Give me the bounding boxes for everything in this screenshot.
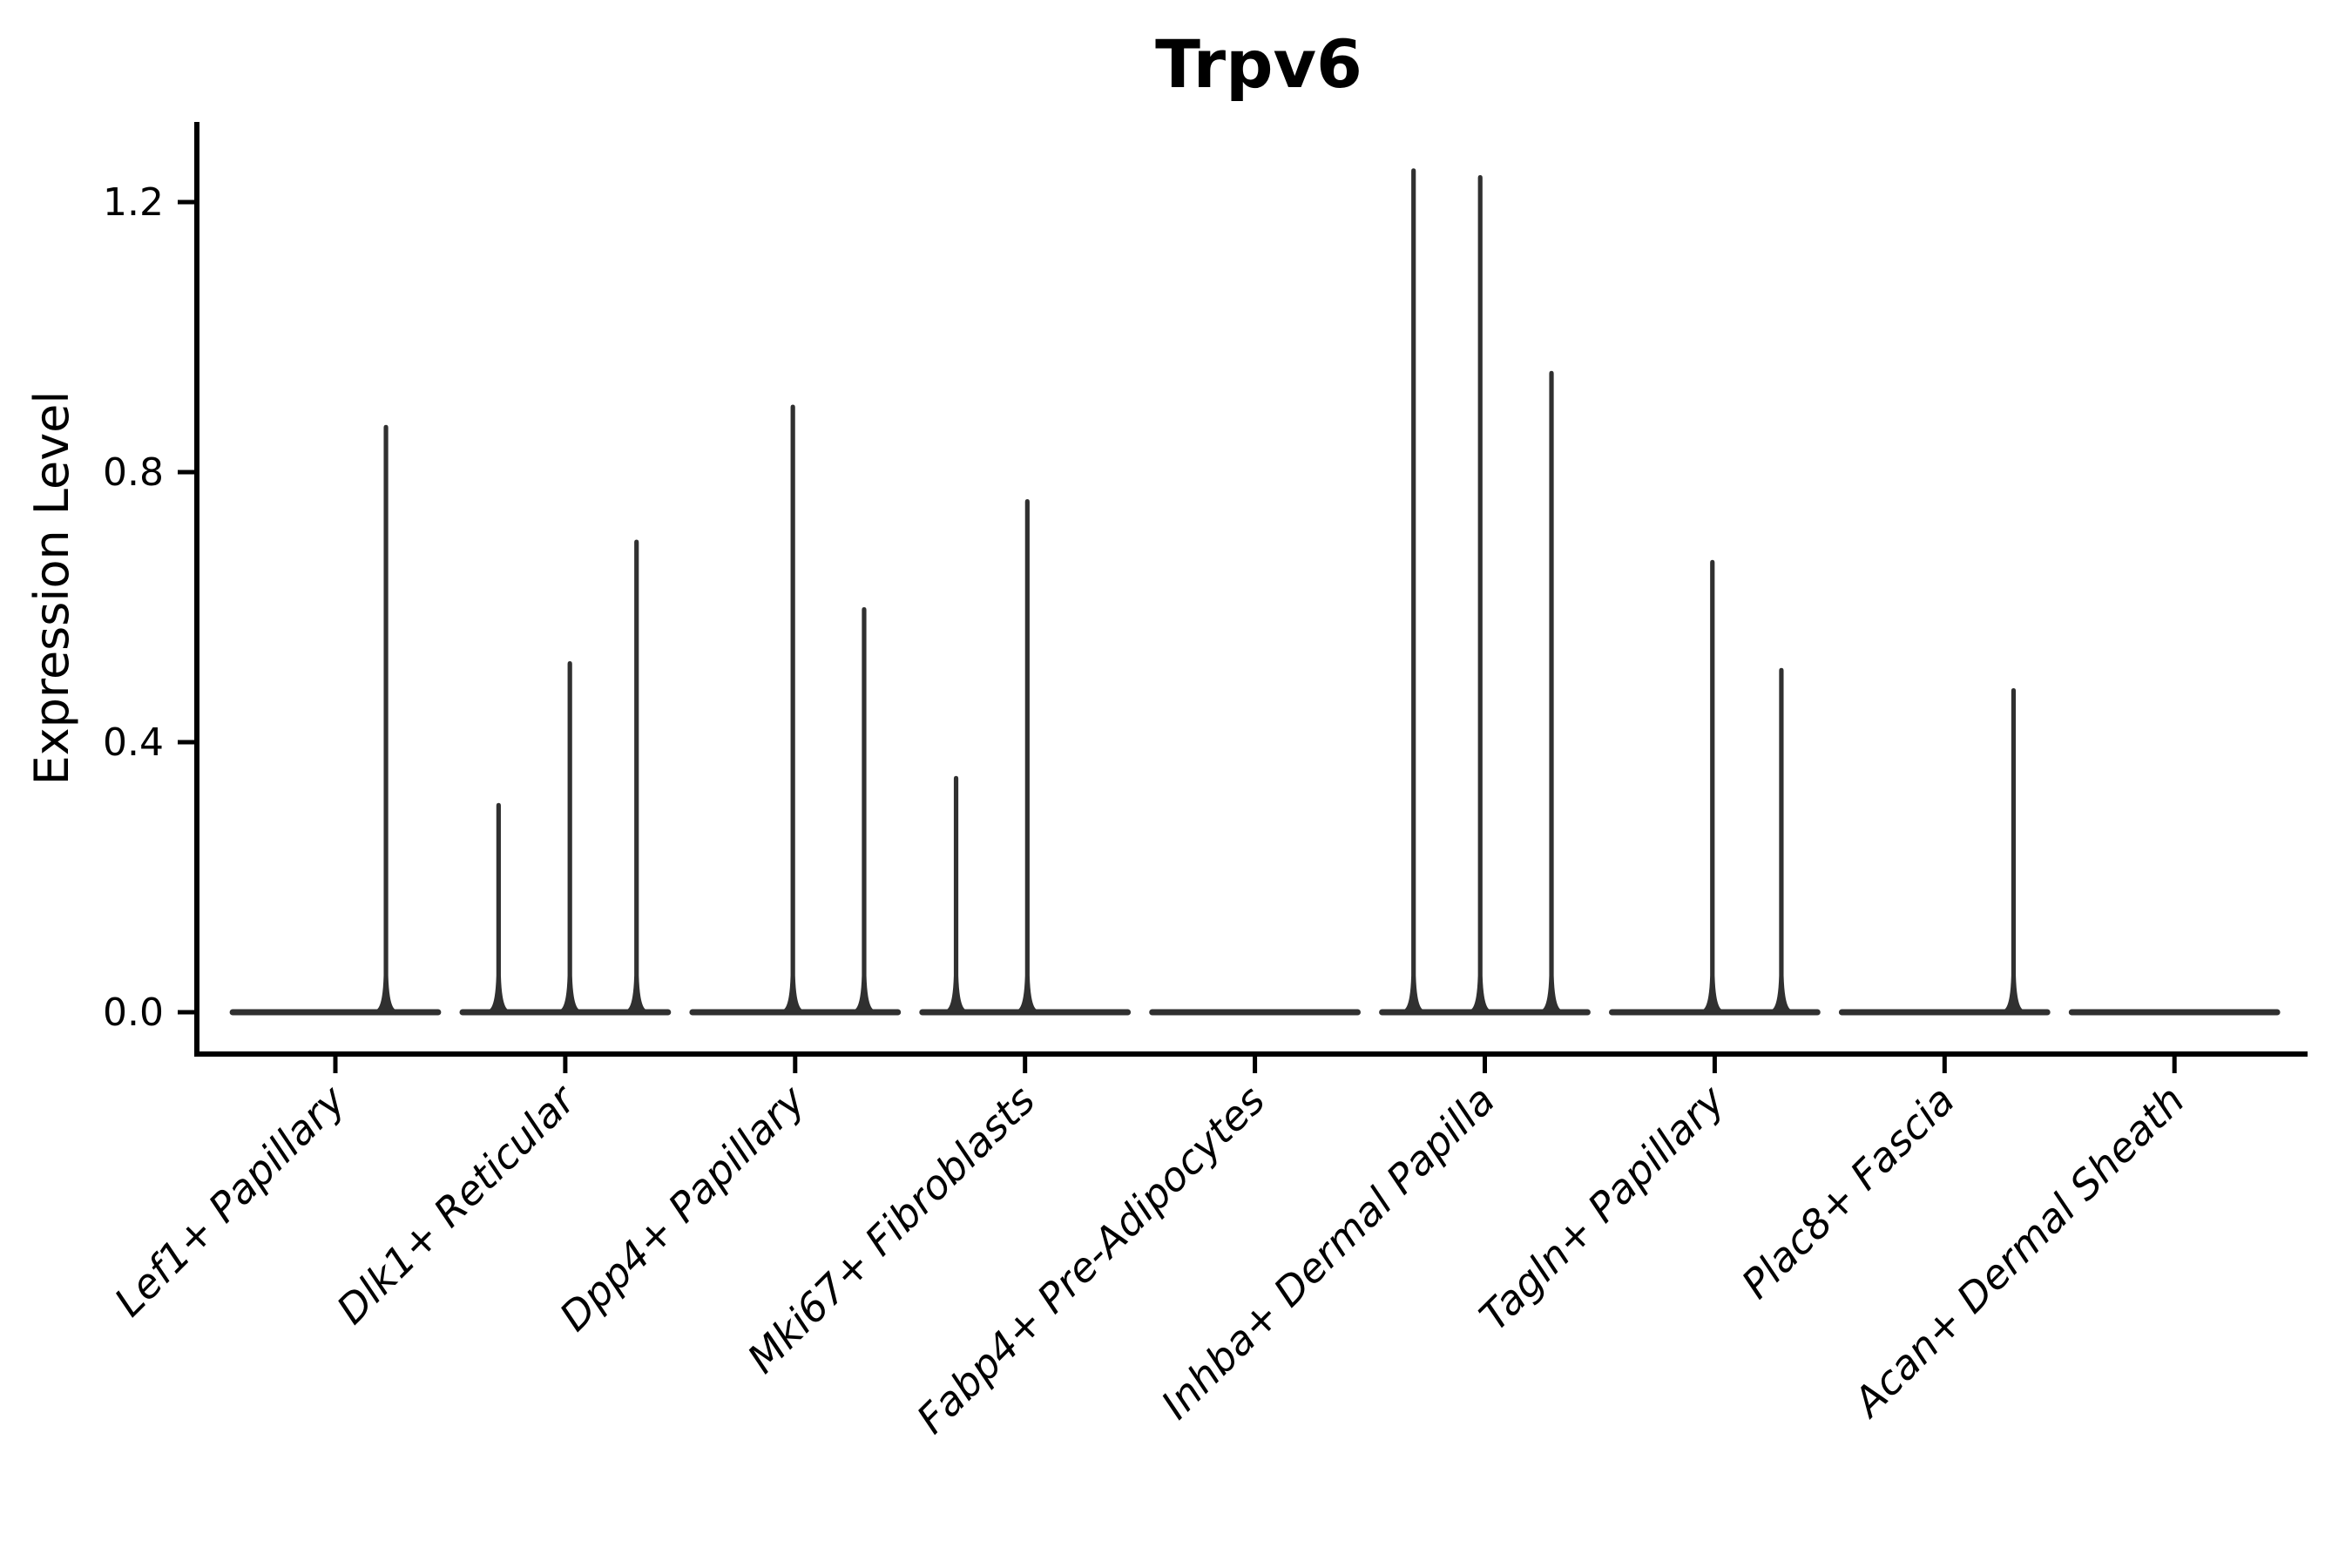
violin-spike (1772, 667, 1790, 1016)
violin-body (2068, 1009, 2281, 1016)
violin-spike (561, 661, 579, 1016)
y-axis-label: Expression Level (24, 391, 79, 786)
violin-spike (784, 404, 802, 1016)
violin-spike (1703, 559, 1721, 1016)
violin-spike (1543, 370, 1561, 1016)
violin-spike (947, 775, 965, 1016)
x-tick-label: Tagln+ Papillary (1470, 1076, 1734, 1340)
violin-spike (1471, 175, 1490, 1016)
x-tick-label: Plac8+ Fascia (1733, 1077, 1963, 1308)
axes-layer (178, 122, 2308, 1073)
chart-title: Trpv6 (1155, 25, 1362, 103)
violin-spike (377, 424, 395, 1016)
y-tick-label: 0.8 (103, 450, 164, 495)
violin-spike (1018, 499, 1037, 1016)
violin-spike (627, 539, 645, 1016)
violin-spike (2004, 688, 2023, 1016)
violin-body (1838, 1009, 2051, 1016)
y-tick-label: 1.2 (103, 180, 164, 225)
y-tick-label: 0.4 (103, 720, 164, 765)
x-tick-label: Dpp4+ Papillary (551, 1076, 814, 1340)
violin-spike (855, 607, 873, 1016)
violin-body (229, 1009, 442, 1016)
violin-body (1149, 1009, 1361, 1016)
x-tick-label: Lef1+ Papillary (105, 1076, 355, 1325)
violin-spike (1404, 168, 1423, 1016)
violins-layer (229, 168, 2281, 1016)
y-tick-label: 0.0 (103, 990, 164, 1035)
x-tick-label: Dlk1+ Reticular (328, 1074, 586, 1333)
violin-spike (490, 802, 508, 1016)
